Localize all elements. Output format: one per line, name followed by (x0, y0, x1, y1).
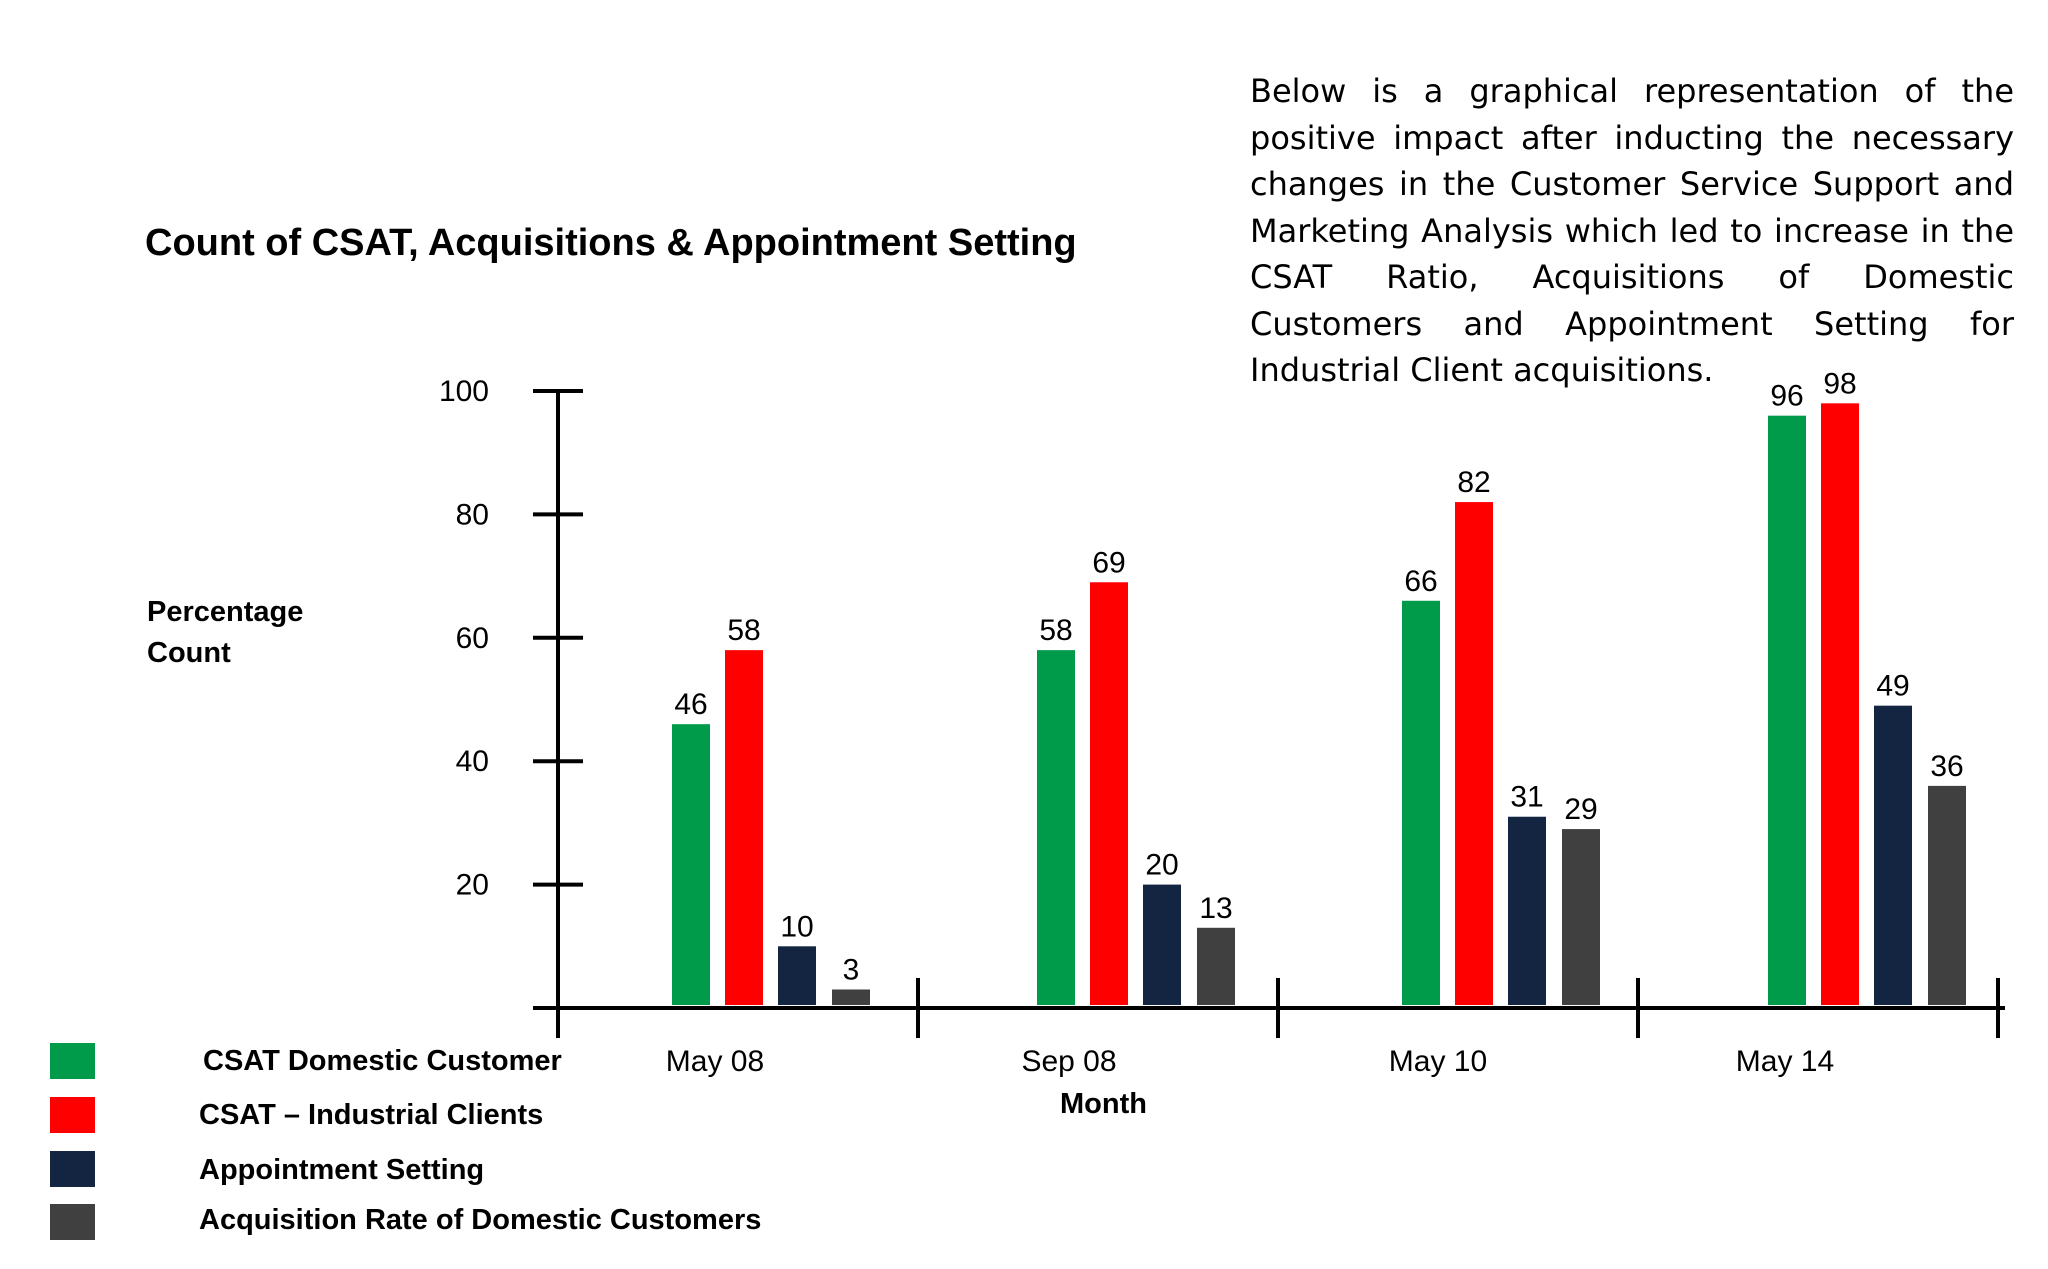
bar (832, 989, 870, 1005)
data-label: 31 (1510, 781, 1543, 814)
y-tick-label: 40 (456, 745, 489, 778)
legend-label: CSAT – Industrial Clients (199, 1099, 544, 1131)
y-axis-label-line-1: Percentage (147, 596, 304, 628)
bar (1874, 705, 1912, 1005)
data-label: 10 (780, 910, 813, 943)
bar (1197, 927, 1235, 1005)
x-axis-label: Month (1060, 1088, 1147, 1120)
bar (1143, 884, 1181, 1005)
bar (1768, 415, 1806, 1005)
data-label: 29 (1564, 793, 1597, 826)
chart-title: Count of CSAT, Acquisitions & Appointmen… (145, 222, 1077, 264)
bar (725, 650, 763, 1005)
data-label: 96 (1770, 380, 1803, 413)
data-label: 36 (1930, 750, 1963, 783)
data-label: 20 (1145, 849, 1178, 882)
bar (1455, 502, 1493, 1005)
bar (1928, 785, 1966, 1005)
legend-swatch (50, 1097, 95, 1133)
bar (1508, 816, 1546, 1005)
legend-swatch (50, 1204, 95, 1240)
data-label: 66 (1404, 565, 1437, 598)
y-tick-label: 80 (456, 498, 489, 531)
data-label: 49 (1876, 670, 1909, 703)
data-label: 3 (843, 953, 860, 986)
bar (1562, 829, 1600, 1005)
x-tick-label: May 14 (1736, 1045, 1834, 1078)
bar (1402, 600, 1440, 1005)
bar (1037, 650, 1075, 1005)
y-tick-label: 20 (456, 869, 489, 902)
y-axis-label: Percentage Count (147, 592, 303, 674)
y-tick-label: 60 (456, 622, 489, 655)
y-axis-label-line-2: Count (147, 637, 231, 669)
bar (1090, 582, 1128, 1005)
legend-label: Acquisition Rate of Domestic Customers (199, 1204, 762, 1236)
bar (672, 724, 710, 1005)
data-label: 13 (1199, 892, 1232, 925)
data-label: 69 (1092, 546, 1125, 579)
legend-swatch (50, 1043, 95, 1079)
bar (778, 946, 816, 1005)
bar (1821, 403, 1859, 1006)
x-tick-label: Sep 08 (1021, 1045, 1116, 1078)
data-label: 98 (1823, 367, 1856, 400)
data-label: 46 (674, 688, 707, 721)
description-paragraph: Below is a graphical representation of t… (1250, 72, 2014, 389)
data-label: 58 (727, 614, 760, 647)
legend-label: CSAT Domestic Customer (203, 1045, 562, 1077)
x-tick-label: May 08 (666, 1045, 764, 1078)
y-tick-label: 100 (439, 375, 489, 408)
data-label: 82 (1457, 466, 1490, 499)
legend-swatch (50, 1151, 95, 1187)
x-tick-label: May 10 (1389, 1045, 1487, 1078)
data-label: 58 (1039, 614, 1072, 647)
legend-label: Appointment Setting (199, 1154, 485, 1186)
